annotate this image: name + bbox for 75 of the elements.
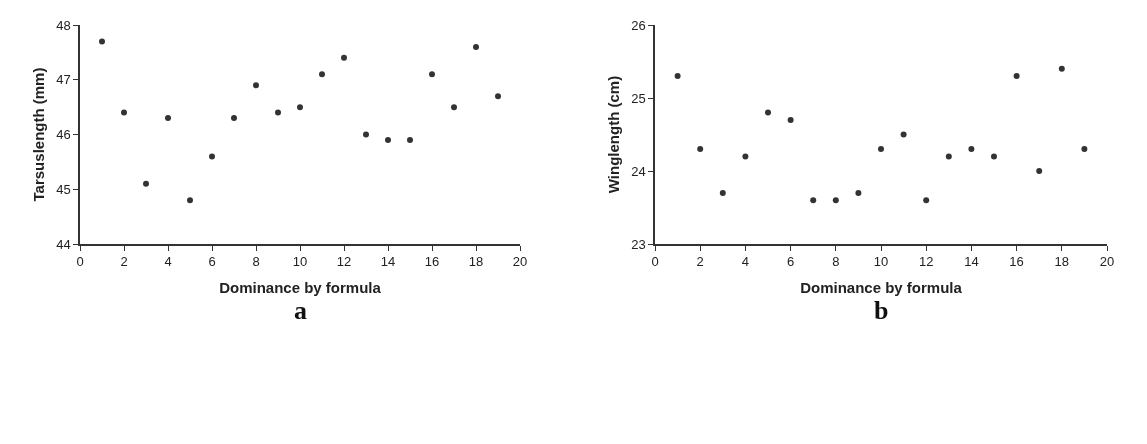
point bbox=[945, 153, 952, 160]
point bbox=[121, 109, 127, 116]
x-tick-label: 2 bbox=[696, 254, 704, 270]
y-tick-label: 24 bbox=[631, 163, 646, 179]
x-tick-label: 20 bbox=[512, 254, 528, 270]
y-tick-label: 45 bbox=[56, 181, 71, 197]
x-tick-label: 10 bbox=[873, 254, 889, 270]
point bbox=[407, 136, 413, 143]
x-tick-label: 18 bbox=[1054, 254, 1070, 270]
x-tick-label: 12 bbox=[336, 254, 352, 270]
y-tick-label: 25 bbox=[631, 90, 646, 106]
y-tick-label: 47 bbox=[56, 72, 71, 88]
point bbox=[719, 189, 726, 196]
point bbox=[765, 109, 771, 116]
y-axis-title: Winglength (cm) bbox=[604, 75, 622, 194]
text: b bbox=[874, 296, 889, 325]
point bbox=[1036, 168, 1043, 174]
x-tick-label: 2 bbox=[120, 254, 128, 270]
point bbox=[363, 131, 369, 138]
point bbox=[1013, 73, 1020, 80]
x-tick-label: 10 bbox=[292, 254, 308, 270]
point bbox=[275, 109, 281, 116]
y-tick-label: 23 bbox=[631, 236, 646, 252]
point bbox=[253, 82, 259, 89]
y-tick-label: 48 bbox=[56, 17, 71, 33]
point bbox=[674, 73, 681, 80]
x-tick-label: 16 bbox=[1009, 254, 1024, 270]
point bbox=[429, 71, 435, 78]
x-tick-label: 18 bbox=[468, 254, 484, 270]
point bbox=[968, 146, 975, 153]
point bbox=[1058, 65, 1065, 72]
point bbox=[697, 146, 704, 153]
point bbox=[923, 197, 930, 204]
x-tick-label: 12 bbox=[918, 254, 934, 270]
x-tick-label: 20 bbox=[1099, 254, 1115, 270]
x-tick-label: 8 bbox=[252, 254, 260, 270]
point bbox=[143, 180, 149, 187]
x-tick-label: 14 bbox=[380, 254, 396, 270]
point bbox=[385, 136, 391, 143]
x-tick-label: 16 bbox=[424, 254, 440, 270]
point bbox=[319, 71, 325, 78]
point bbox=[855, 189, 862, 196]
x-tick-label: 0 bbox=[76, 254, 84, 270]
point bbox=[900, 131, 907, 138]
text: a bbox=[294, 296, 307, 325]
point bbox=[473, 43, 479, 50]
y-tick-label: 26 bbox=[631, 17, 646, 33]
point bbox=[810, 197, 817, 204]
point bbox=[451, 104, 457, 111]
point bbox=[99, 38, 105, 45]
point bbox=[209, 153, 215, 160]
point bbox=[991, 153, 997, 160]
point bbox=[297, 104, 303, 111]
point bbox=[187, 197, 193, 204]
point bbox=[832, 197, 839, 204]
x-tick-label: 4 bbox=[164, 254, 172, 270]
x-tick-label: 14 bbox=[964, 254, 979, 270]
x-axis-title: Dominance by formula bbox=[219, 278, 382, 296]
point bbox=[341, 54, 347, 61]
point bbox=[231, 115, 237, 122]
point bbox=[495, 93, 501, 100]
point bbox=[1081, 146, 1088, 153]
x-tick-label: 0 bbox=[651, 254, 659, 270]
x-axis-title: Dominance by formula bbox=[800, 278, 963, 296]
point bbox=[165, 115, 171, 122]
y-axis-title: Tarsuslength (mm) bbox=[29, 67, 47, 202]
point bbox=[787, 116, 794, 123]
x-tick-label: 6 bbox=[786, 254, 795, 270]
x-tick-label: 4 bbox=[741, 254, 750, 270]
x-tick-label: 6 bbox=[208, 254, 216, 270]
point bbox=[878, 146, 884, 153]
point bbox=[742, 153, 749, 160]
y-tick-label: 46 bbox=[56, 127, 71, 143]
x-tick-label: 8 bbox=[832, 254, 840, 270]
y-tick-label: 44 bbox=[56, 236, 71, 252]
